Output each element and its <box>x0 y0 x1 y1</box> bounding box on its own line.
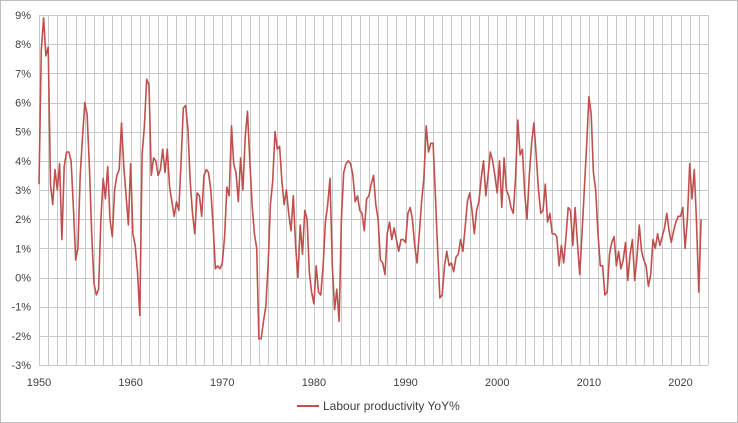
y-tick-label: -1% <box>11 302 31 314</box>
y-tick-label: 3% <box>15 185 31 197</box>
y-tick-label: 6% <box>15 98 31 110</box>
legend-swatch <box>297 405 319 407</box>
x-tick-label: 2010 <box>577 377 601 389</box>
x-tick-label: 1960 <box>118 377 142 389</box>
y-tick-label: 5% <box>15 127 31 139</box>
y-tick-label: 8% <box>15 39 31 51</box>
legend: Labour productivity YoY% <box>297 398 460 414</box>
x-axis-ticks: 1950 1960 1970 1980 1990 2000 2010 2020 <box>27 377 693 389</box>
x-tick-label: 1980 <box>302 377 326 389</box>
series-layer <box>38 17 702 340</box>
y-tick-label: 4% <box>15 156 31 168</box>
y-tick-label: 2% <box>15 214 31 226</box>
x-tick-label: 1970 <box>210 377 234 389</box>
legend-label: Labour productivity YoY% <box>323 399 460 413</box>
y-tick-label: 7% <box>15 68 31 80</box>
series-line <box>38 17 702 340</box>
x-tick-label: 2000 <box>485 377 509 389</box>
y-tick-label: -3% <box>11 360 31 372</box>
y-axis-ticks: -3% -2% -1% 0% 1% 2% 3% 4% 5% 6% 7% 8% 9% <box>11 10 31 372</box>
x-tick-label: 1990 <box>393 377 417 389</box>
y-tick-label: -2% <box>11 331 31 343</box>
y-tick-label: 9% <box>15 10 31 22</box>
y-tick-label: 1% <box>15 243 31 255</box>
gridlines <box>39 15 709 366</box>
x-tick-label: 2020 <box>668 377 692 389</box>
x-tick-label: 1950 <box>27 377 51 389</box>
y-tick-label: 0% <box>15 273 31 285</box>
